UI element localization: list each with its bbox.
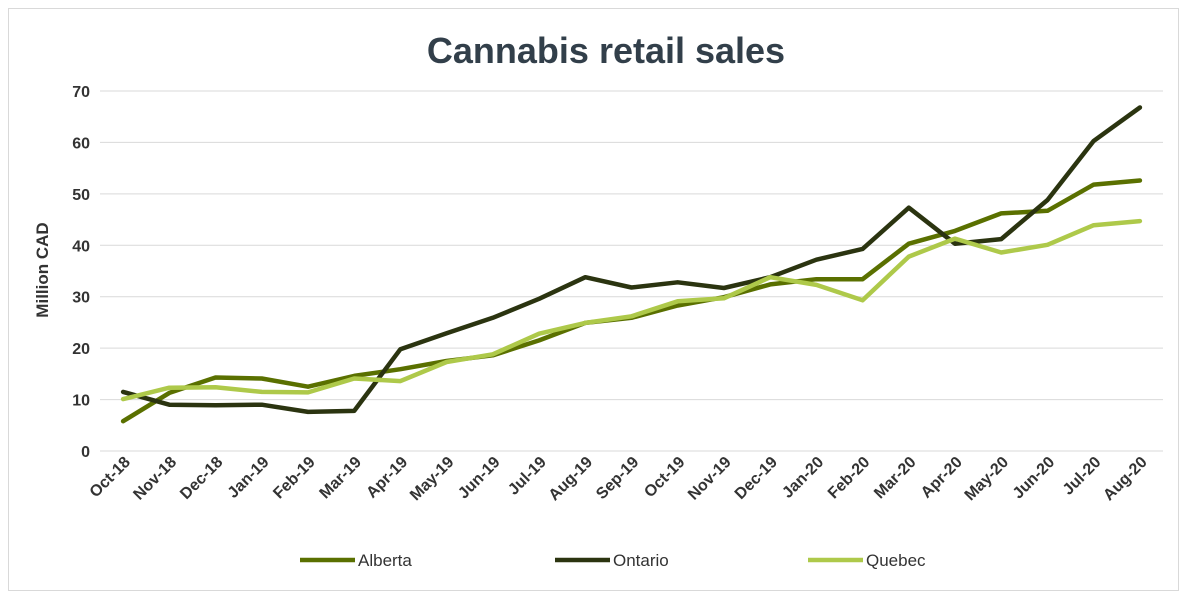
- y-tick-label: 20: [72, 341, 90, 358]
- chart-title: Cannabis retail sales: [427, 30, 785, 71]
- y-tick-label: 40: [72, 238, 90, 255]
- series-lines: [120, 105, 1143, 424]
- y-tick-label: 10: [72, 393, 90, 410]
- chart-frame: [8, 8, 1179, 591]
- x-tick-label: Apr-20: [918, 454, 966, 502]
- x-tick-label: Jan-19: [225, 454, 273, 502]
- y-tick-label: 30: [72, 290, 90, 307]
- x-tick-label: Feb-20: [825, 454, 874, 503]
- y-tick-label: 50: [72, 187, 90, 204]
- y-tick-label: 0: [81, 444, 90, 461]
- x-tick-label: Sep-19: [593, 454, 642, 503]
- x-tick-label: May-20: [962, 454, 1012, 504]
- gridlines: [100, 90, 1163, 452]
- x-tick-label: Jun-20: [1010, 454, 1059, 503]
- legend-label-alberta: Alberta: [358, 551, 412, 570]
- x-tick-label: Apr-19: [363, 454, 411, 502]
- series-line-quebec: [120, 218, 1143, 402]
- x-tick-label: Dec-18: [177, 454, 226, 503]
- x-tick-label: Dec-19: [732, 454, 781, 503]
- legend-label-ontario: Ontario: [613, 551, 669, 570]
- legend-label-quebec: Quebec: [866, 551, 926, 570]
- x-tick-label: Oct-19: [641, 454, 688, 501]
- series-line-ontario: [120, 105, 1143, 415]
- x-tick-label: Aug-19: [546, 454, 596, 504]
- x-tick-label: Nov-19: [685, 454, 735, 504]
- x-tick-label: Feb-19: [270, 454, 319, 503]
- x-tick-label: Mar-19: [317, 454, 366, 503]
- x-tick-label: Jun-19: [455, 454, 504, 503]
- x-tick-label: May-19: [407, 454, 457, 504]
- x-tick-label: Jul-19: [505, 454, 550, 499]
- x-tick-label: Nov-18: [130, 454, 180, 504]
- y-axis-label: Million CAD: [33, 222, 52, 317]
- x-tick-label: Jul-20: [1060, 454, 1105, 499]
- x-tick-label: Mar-20: [871, 454, 920, 503]
- x-tick-label: Oct-18: [87, 454, 134, 501]
- x-axis-ticks: Oct-18Nov-18Dec-18Jan-19Feb-19Mar-19Apr-…: [87, 454, 1151, 504]
- legend: Alberta Ontario Quebec: [300, 551, 926, 570]
- y-tick-label: 60: [72, 135, 90, 152]
- series-line-alberta: [120, 178, 1143, 424]
- x-tick-label: Jan-20: [779, 454, 827, 502]
- y-axis-ticks: 0 10 20 30 40 50 60 70: [72, 84, 90, 461]
- y-tick-label: 70: [72, 84, 90, 101]
- x-tick-label: Aug-20: [1100, 454, 1150, 504]
